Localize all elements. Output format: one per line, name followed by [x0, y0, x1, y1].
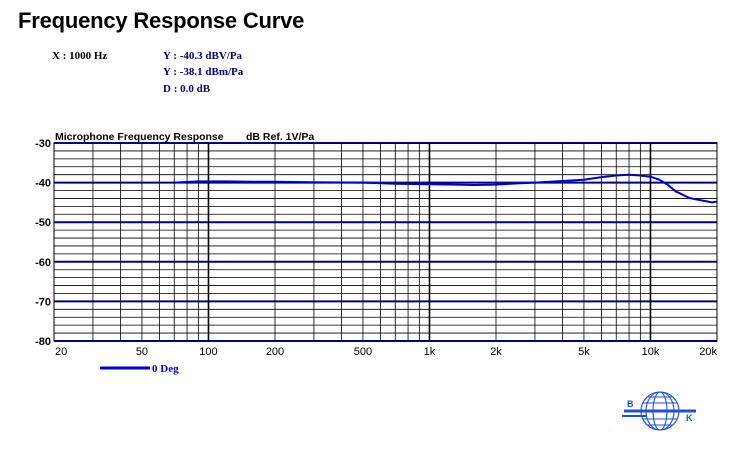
cursor-y-dbv-readout: Y : -40.3 dBV/Pa — [163, 50, 243, 62]
y-tick-label: -60 — [35, 257, 51, 269]
cursor-d-readout: D : 0.0 dB — [163, 83, 211, 95]
cursor-y-dbm-readout: Y : -38.1 dBm/Pa — [163, 66, 244, 78]
x-tick-label: 100 — [199, 346, 217, 358]
y-tick-label: -30 — [35, 138, 51, 150]
x-tick-label: 200 — [266, 346, 284, 358]
y-axis-label: dB Ref. 1V/Pa — [246, 131, 314, 143]
series-line — [174, 173, 718, 204]
x-tick-labels: 20 50 100 200 500 1k 2k 5k 10k 20k — [55, 346, 717, 358]
x-tick-label: 20 — [55, 346, 67, 358]
logo-letter-k: K — [686, 413, 693, 423]
logo-letter-b: B — [627, 399, 634, 409]
y-tick-label: -80 — [35, 336, 51, 348]
bk-logo: B K — [622, 391, 696, 431]
plot-area — [53, 142, 718, 342]
x-tick-label: 10k — [642, 346, 660, 358]
y-tick-labels: -30 -40 -50 -60 -70 -80 — [35, 138, 51, 348]
y-tick-label: -50 — [35, 217, 51, 229]
x-tick-label: 50 — [136, 346, 148, 358]
x-tick-label: 500 — [354, 346, 372, 358]
chart-title: Microphone Frequency Response — [55, 131, 224, 143]
x-tick-label: 5k — [578, 346, 590, 358]
x-tick-label: 1k — [424, 346, 436, 358]
legend-label: 0 Deg — [152, 363, 179, 375]
y-tick-label: -40 — [35, 178, 51, 190]
y-tick-label: -70 — [35, 296, 51, 308]
x-tick-label: 20k — [699, 346, 717, 358]
series-group — [174, 173, 718, 204]
page-title: Frequency Response Curve — [18, 8, 305, 33]
cursor-x-readout: X : 1000 Hz — [52, 50, 108, 62]
x-tick-label: 2k — [490, 346, 502, 358]
